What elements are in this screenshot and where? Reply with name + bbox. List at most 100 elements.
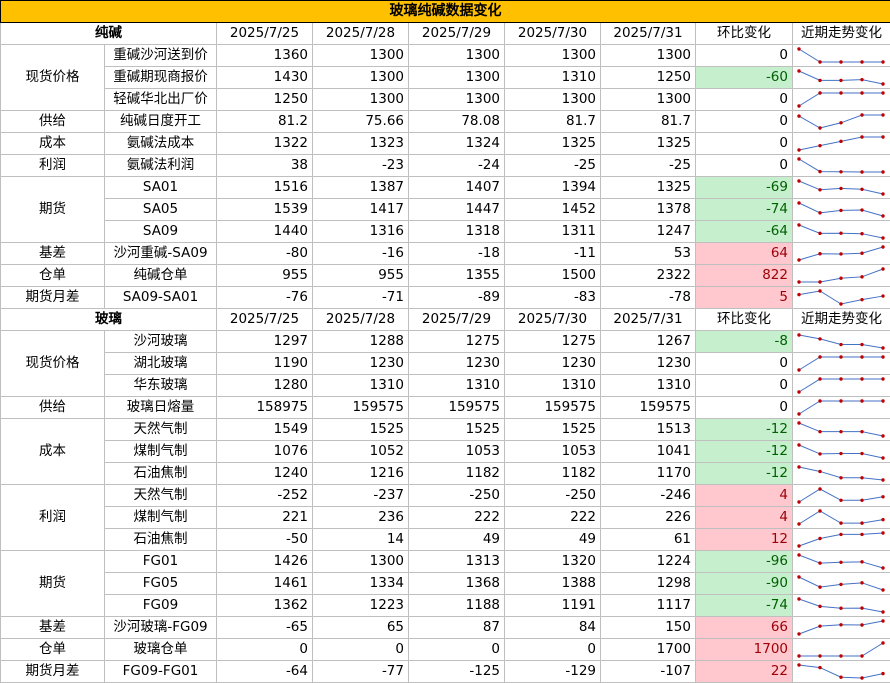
category-cell: 利润: [1, 155, 105, 177]
sparkline-line: [799, 137, 883, 150]
value-cell: 1300: [505, 89, 601, 111]
value-cell: 1313: [409, 551, 505, 573]
value-cell: 1300: [601, 89, 696, 111]
value-cell: 1325: [505, 133, 601, 155]
value-cell: 1216: [313, 463, 409, 485]
value-cell: -16: [313, 243, 409, 265]
change-cell: 822: [696, 265, 793, 287]
value-cell: 1378: [601, 199, 696, 221]
sparkline-point: [881, 495, 884, 498]
value-cell: 1362: [217, 595, 313, 617]
value-cell: 1190: [217, 353, 313, 375]
sparkline-point: [881, 170, 884, 173]
sparkline-point: [818, 60, 821, 63]
category-cell: 期货: [1, 177, 105, 243]
sparkline-chart: [793, 133, 889, 154]
value-cell: 2322: [601, 265, 696, 287]
change-cell: 0: [696, 111, 793, 133]
value-cell: 1447: [409, 199, 505, 221]
sparkline-cell: [793, 177, 890, 199]
category-cell: 成本: [1, 419, 105, 485]
sparkline-point: [818, 585, 821, 588]
sparkline-cell: [793, 573, 890, 595]
value-cell: 14: [313, 529, 409, 551]
value-cell: -129: [505, 661, 601, 683]
sparkline-point: [839, 121, 842, 124]
sparkline-chart: [793, 353, 889, 374]
change-header: 环比变化: [696, 309, 793, 331]
category-cell: 现货价格: [1, 331, 105, 397]
sparkline-chart: [793, 397, 889, 418]
sparkline-point: [839, 302, 842, 305]
value-cell: -18: [409, 243, 505, 265]
change-cell: -69: [696, 177, 793, 199]
change-cell: 0: [696, 133, 793, 155]
value-cell: 1223: [313, 595, 409, 617]
sparkline-cell: [793, 551, 890, 573]
category-cell: 期货月差: [1, 287, 105, 309]
item-cell: 煤制气制: [105, 441, 217, 463]
date-header: 2025/7/31: [601, 309, 696, 331]
sparkline-point: [797, 632, 800, 635]
sparkline-chart: [793, 265, 889, 286]
sparkline-point: [839, 355, 842, 358]
sparkline-point: [839, 583, 842, 586]
sparkline-chart: [793, 573, 889, 594]
item-cell: 玻璃仓单: [105, 639, 217, 661]
value-cell: 150: [601, 617, 696, 639]
sparkline-point: [860, 377, 863, 380]
value-cell: 1394: [505, 177, 601, 199]
sparkline-chart: [793, 617, 889, 638]
sparkline-point: [839, 79, 842, 82]
sparkline-point: [881, 610, 884, 613]
sparkline-point: [860, 113, 863, 116]
item-cell: 天然气制: [105, 485, 217, 507]
category-cell: 成本: [1, 133, 105, 155]
value-cell: 49: [409, 529, 505, 551]
sparkline-line: [799, 159, 883, 172]
value-cell: 1310: [409, 375, 505, 397]
sparkline-point: [839, 607, 842, 610]
value-cell: -125: [409, 661, 505, 683]
item-cell: FG09-FG01: [105, 661, 217, 683]
item-cell: 煤制气制: [105, 507, 217, 529]
sparkline-point: [797, 114, 800, 117]
value-cell: 1368: [409, 573, 505, 595]
sparkline-chart: [793, 485, 889, 506]
value-cell: 81.7: [505, 111, 601, 133]
value-cell: 1525: [409, 419, 505, 441]
value-cell: 1300: [409, 89, 505, 111]
change-cell: 12: [696, 529, 793, 551]
trend-header: 近期走势变化: [793, 23, 890, 45]
value-cell: 1300: [313, 67, 409, 89]
value-cell: 1250: [217, 89, 313, 111]
sparkline-point: [839, 140, 842, 143]
item-cell: SA05: [105, 199, 217, 221]
value-cell: 84: [505, 617, 601, 639]
sparkline-cell: [793, 265, 890, 287]
sparkline-point: [797, 148, 800, 151]
date-header: 2025/7/25: [217, 23, 313, 45]
sparkline-cell: [793, 485, 890, 507]
value-cell: 1297: [217, 331, 313, 353]
sparkline-point: [797, 47, 800, 50]
value-cell: -65: [217, 617, 313, 639]
item-cell: 纯碱日度开工: [105, 111, 217, 133]
sparkline-line: [799, 379, 883, 392]
sparkline-line: [799, 269, 883, 282]
value-cell: 1316: [313, 221, 409, 243]
value-cell: 1300: [409, 67, 505, 89]
value-cell: 0: [217, 639, 313, 661]
sparkline-point: [860, 208, 863, 211]
sparkline-point: [797, 368, 800, 371]
sparkline-point: [860, 275, 863, 278]
sparkline-point: [881, 113, 884, 116]
